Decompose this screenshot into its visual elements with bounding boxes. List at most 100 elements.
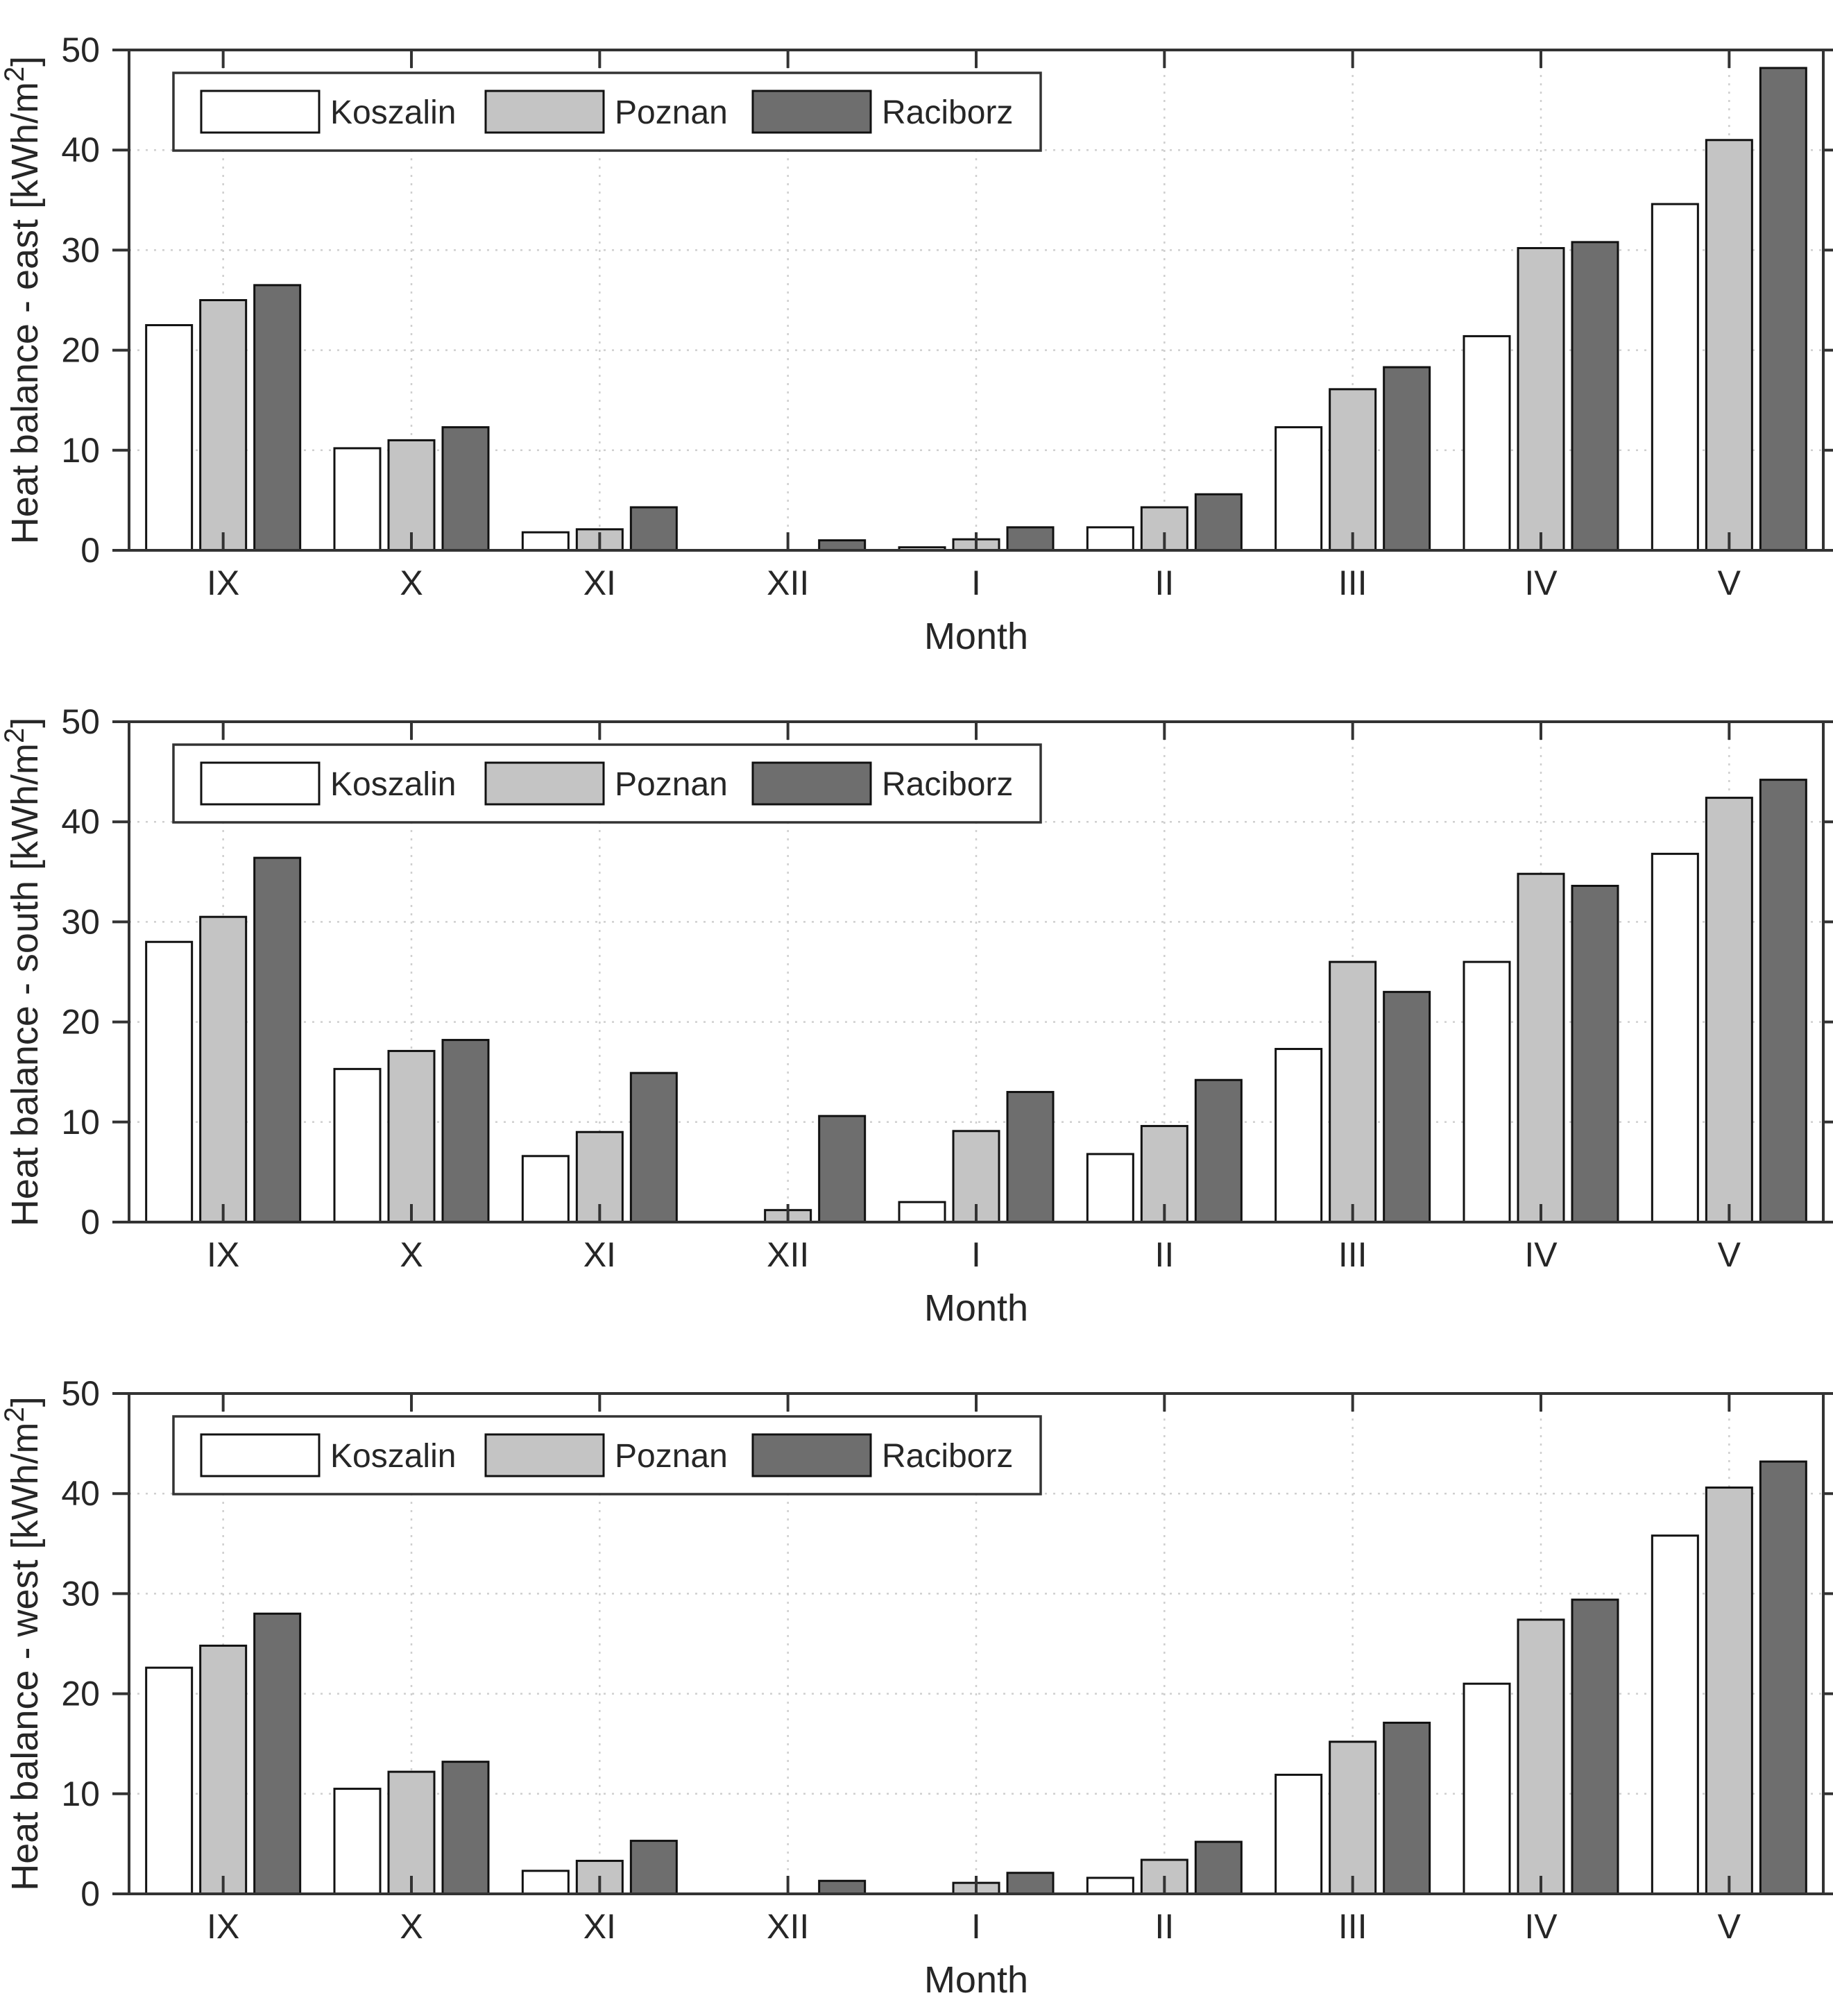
bar-raciborz-X [441, 1039, 490, 1223]
bar-koszalin-I [898, 1201, 946, 1223]
legend-swatch-raciborz [751, 90, 872, 134]
y-tick-label: 0 [80, 1203, 100, 1242]
bar-raciborz-III [1383, 366, 1431, 552]
bar-raciborz-III [1383, 990, 1431, 1223]
bar-koszalin-XI [521, 531, 570, 552]
x-tick-label: IV [1524, 564, 1558, 602]
bar-raciborz-XII [818, 1879, 867, 1895]
bar-koszalin-II [1086, 1153, 1134, 1223]
y-tick-label: 30 [61, 230, 100, 269]
y-tick-label: 10 [61, 431, 100, 470]
bar-poznan-IX [199, 299, 248, 552]
y-tick-label: 20 [61, 331, 100, 370]
bar-raciborz-X [441, 1761, 490, 1895]
x-tick-label: XII [767, 564, 809, 602]
legend-label-poznan: Poznan [615, 1438, 728, 1475]
bar-raciborz-I [1006, 1091, 1055, 1223]
x-tick-label: X [400, 564, 423, 602]
y-tick-label: 40 [61, 802, 100, 841]
bar-poznan-IV [1517, 247, 1565, 552]
bar-koszalin-IV [1463, 334, 1511, 552]
y-axis-label: Heat balance - south [kWh/m2] [0, 718, 46, 1227]
x-tick-label: IX [207, 1907, 239, 1946]
y-tick-label: 30 [61, 902, 100, 941]
legend-swatch-koszalin [200, 1433, 321, 1477]
x-tick-label: XI [583, 564, 616, 602]
bar-raciborz-IV [1571, 241, 1619, 552]
bar-koszalin-V [1651, 1534, 1699, 1895]
y-axis-label-main: Heat balance - south [kWh/m [4, 743, 46, 1226]
bar-raciborz-IX [253, 856, 302, 1223]
bar-poznan-V [1705, 139, 1753, 552]
bar-poznan-V [1705, 797, 1753, 1223]
x-tick-label: XII [767, 1907, 809, 1946]
x-axis-label: Month [924, 616, 1028, 657]
y-axis-label: Heat balance - west [kWh/m2] [0, 1396, 46, 1891]
bar-koszalin-X [333, 447, 382, 552]
bar-koszalin-II [1086, 526, 1134, 552]
x-tick-label: XI [583, 1235, 616, 1274]
legend-swatch-raciborz [751, 761, 872, 806]
bar-raciborz-XI [629, 506, 678, 552]
bar-raciborz-II [1194, 1840, 1243, 1895]
y-tick-label: 20 [61, 1675, 100, 1713]
bar-koszalin-XI [521, 1155, 570, 1223]
legend-label-raciborz: Raciborz [882, 1438, 1013, 1475]
bar-raciborz-V [1759, 1460, 1807, 1895]
bar-raciborz-II [1194, 1078, 1243, 1223]
x-tick-label: III [1338, 564, 1367, 602]
bar-koszalin-IV [1463, 1682, 1511, 1895]
bar-raciborz-XI [629, 1840, 678, 1895]
y-axis-label-main: Heat balance - east [kWh/m [4, 82, 46, 544]
bar-poznan-III [1329, 960, 1377, 1223]
y-axis-label-end: ] [4, 1396, 46, 1407]
x-tick-label: I [971, 1907, 981, 1946]
bar-poznan-III [1329, 1740, 1377, 1895]
bar-raciborz-I [1006, 1872, 1055, 1895]
bar-koszalin-IX [145, 1666, 194, 1895]
bar-poznan-III [1329, 388, 1377, 552]
y-axis-label-end: ] [4, 56, 46, 67]
legend-label-poznan: Poznan [615, 94, 728, 131]
legend-label-koszalin: Koszalin [330, 1438, 456, 1475]
bar-koszalin-II [1086, 1877, 1134, 1895]
bar-raciborz-XI [629, 1071, 678, 1223]
x-tick-label: X [400, 1235, 423, 1274]
legend-label-raciborz: Raciborz [882, 766, 1013, 803]
bar-poznan-IX [199, 1644, 248, 1895]
x-axis-label: Month [924, 1287, 1028, 1329]
y-axis-label-main: Heat balance - west [kWh/m [4, 1423, 46, 1891]
bar-raciborz-V [1759, 779, 1807, 1223]
y-tick-label: 10 [61, 1774, 100, 1813]
bar-raciborz-III [1383, 1721, 1431, 1895]
x-tick-label: II [1154, 1235, 1174, 1274]
y-tick-label: 30 [61, 1574, 100, 1613]
panel-south: 0 10 20 30 40 50 IX X XI XII I II III IV V Month Heat ba… [0, 672, 1833, 1344]
y-axis-label-sup: 2 [0, 1407, 30, 1422]
bar-poznan-X [387, 1049, 436, 1223]
y-tick-label: 50 [61, 31, 100, 69]
legend-label-poznan: Poznan [615, 766, 728, 803]
bar-raciborz-V [1759, 67, 1807, 552]
bar-koszalin-IX [145, 940, 194, 1223]
y-axis-label-sup: 2 [0, 728, 30, 743]
y-tick-label: 50 [61, 702, 100, 741]
x-tick-label: IV [1524, 1907, 1558, 1946]
bar-koszalin-III [1274, 1048, 1323, 1223]
x-tick-label: I [971, 564, 981, 602]
bar-raciborz-IV [1571, 884, 1619, 1223]
x-tick-label: III [1338, 1907, 1367, 1946]
bar-koszalin-XI [521, 1870, 570, 1895]
x-tick-label: III [1338, 1235, 1367, 1274]
y-axis-label: Heat balance - east [kWh/m2] [0, 56, 46, 545]
legend-swatch-koszalin [200, 761, 321, 806]
panel-west: 0 10 20 30 40 50 IX X XI XII I II III IV V Month Heat ba… [0, 1344, 1833, 2015]
x-tick-label: V [1718, 1235, 1741, 1274]
bar-poznan-IX [199, 915, 248, 1223]
bar-poznan-X [387, 1770, 436, 1895]
bar-raciborz-IX [253, 284, 302, 552]
